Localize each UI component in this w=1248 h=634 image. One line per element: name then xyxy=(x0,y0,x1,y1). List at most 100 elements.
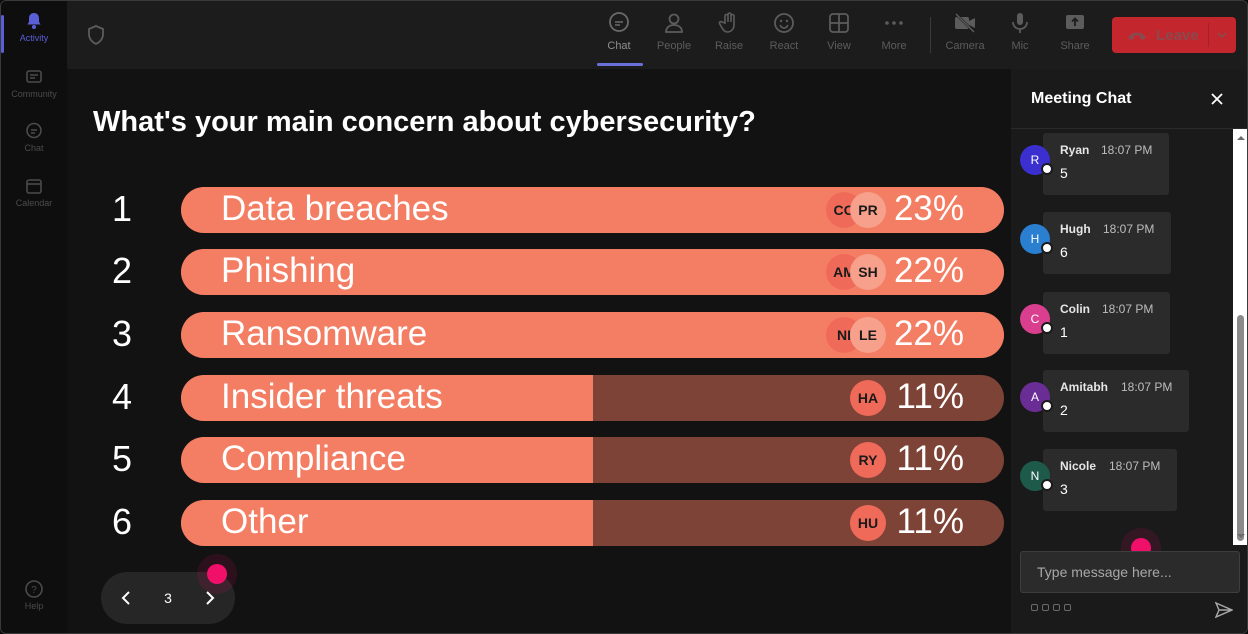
voter-avatars: HA xyxy=(850,380,886,416)
chat-message[interactable]: Amitabh 18:07 PM 2 xyxy=(1043,370,1189,432)
help-icon: ? xyxy=(25,580,43,598)
cursor-indicator xyxy=(207,564,227,584)
voter-avatar: SH xyxy=(850,254,886,290)
rail-item-label: Chat xyxy=(24,143,44,153)
poll-option-number: 1 xyxy=(111,188,133,229)
poll-option-bar[interactable]: Insider threats HA 11% xyxy=(181,375,1004,421)
rail-item-label: Calendar xyxy=(15,198,53,208)
chat-button[interactable]: Chat xyxy=(593,11,645,66)
chat-avatar[interactable]: N xyxy=(1020,461,1053,491)
people-icon xyxy=(665,13,683,33)
microphone-icon xyxy=(1012,13,1028,33)
voter-avatar: LE xyxy=(850,317,886,353)
close-icon[interactable] xyxy=(1209,91,1225,107)
chat-message-input[interactable] xyxy=(1020,551,1240,593)
leave-button-label: Leave xyxy=(1156,26,1199,44)
shield-icon[interactable] xyxy=(87,25,105,45)
poll-bar-fill xyxy=(181,437,593,483)
share-button[interactable]: Share xyxy=(1049,11,1101,61)
avatar-initial: R xyxy=(1030,153,1040,167)
rail-item-label: Help xyxy=(24,601,44,611)
voter-avatars: NI LE xyxy=(826,317,886,353)
poll-option-bar[interactable]: Data breaches CO PR 23% xyxy=(181,187,1004,233)
gif-icon[interactable] xyxy=(1064,604,1071,611)
chevron-left-icon[interactable] xyxy=(119,590,135,606)
message-timestamp: 18:07 PM xyxy=(1102,302,1154,316)
message-text: 2 xyxy=(1060,402,1068,418)
format-toolbar xyxy=(1031,604,1071,611)
poll-option-bar[interactable]: Compliance RY 11% xyxy=(181,437,1004,483)
poll-option-bar[interactable]: Ransomware NI LE 22% xyxy=(181,312,1004,358)
rail-item-help[interactable]: ? Help xyxy=(1,579,67,629)
presence-status-icon xyxy=(1041,479,1053,491)
voter-avatars: RY xyxy=(850,442,886,478)
hang-up-icon xyxy=(1128,32,1146,40)
poll-option-percent: 22% xyxy=(893,314,964,353)
chat-title: Meeting Chat xyxy=(1031,90,1132,107)
message-text: 6 xyxy=(1060,244,1068,260)
message-timestamp: 18:07 PM xyxy=(1101,143,1153,157)
raise-hand-button[interactable]: Raise xyxy=(703,11,755,61)
active-tab-indicator xyxy=(597,63,643,66)
poll-option-percent: 11% xyxy=(896,502,964,541)
chat-avatar[interactable]: R xyxy=(1020,145,1053,175)
rail-item-label: Community xyxy=(11,89,57,99)
chevron-right-icon[interactable] xyxy=(201,590,217,606)
more-button[interactable]: More xyxy=(868,11,920,61)
leave-divider xyxy=(1208,23,1209,47)
chat-message[interactable]: Ryan 18:07 PM 5 xyxy=(1043,133,1169,195)
poll-option-number: 3 xyxy=(111,313,133,354)
chat-message[interactable]: Hugh 18:07 PM 6 xyxy=(1043,212,1171,274)
chat-scrollbar[interactable] xyxy=(1233,129,1247,545)
message-sender: Nicole xyxy=(1060,459,1097,473)
raise-button-label: Raise xyxy=(714,40,744,52)
chevron-down-icon[interactable] xyxy=(1216,29,1228,41)
rail-item-activity[interactable]: Activity xyxy=(1,11,67,61)
chat-avatar[interactable]: H xyxy=(1020,224,1053,254)
poll-option-bar[interactable]: Phishing AM SH 22% xyxy=(181,249,1004,295)
send-icon[interactable] xyxy=(1215,601,1233,619)
poll-option-percent: 11% xyxy=(896,439,964,478)
poll-question: What's your main concern about cybersecu… xyxy=(93,106,756,138)
view-button[interactable]: View xyxy=(813,11,865,61)
rail-item-calendar[interactable]: Calendar xyxy=(1,176,67,226)
smiley-icon xyxy=(774,13,794,33)
poll-option-number: 6 xyxy=(111,501,133,542)
chat-messages[interactable]: Ryan 18:07 PM 5 R Hugh 18:07 PM 6 H Colin 18:07 P… xyxy=(1011,129,1233,545)
poll-option-number: 2 xyxy=(111,250,133,291)
scroll-down-icon[interactable] xyxy=(1236,531,1246,541)
community-icon xyxy=(26,70,42,83)
presence-status-icon xyxy=(1041,242,1053,254)
scroll-up-icon[interactable] xyxy=(1236,133,1246,143)
poll-option-percent: 22% xyxy=(893,251,964,290)
camera-button[interactable]: Camera xyxy=(939,11,991,61)
people-button[interactable]: People xyxy=(648,11,700,61)
mic-button[interactable]: Mic xyxy=(994,11,1046,61)
chat-avatar[interactable]: A xyxy=(1020,382,1053,412)
leave-button[interactable]: Leave xyxy=(1112,17,1236,53)
chat-message[interactable]: Nicole 18:07 PM 3 xyxy=(1043,449,1177,511)
emoji-icon[interactable] xyxy=(1053,604,1060,611)
rail-item-community[interactable]: Community xyxy=(1,67,67,117)
bell-icon xyxy=(27,13,41,29)
chat-avatar[interactable]: C xyxy=(1020,304,1053,334)
poll-option-bar[interactable]: Other HU 11% xyxy=(181,500,1004,546)
poll-option-percent: 23% xyxy=(893,189,964,228)
chat-icon xyxy=(609,12,629,32)
rail-item-chat[interactable]: Chat xyxy=(1,121,67,171)
message-text: 3 xyxy=(1060,481,1068,497)
message-timestamp: 18:07 PM xyxy=(1121,380,1173,394)
mic-button-label: Mic xyxy=(1011,40,1029,52)
view-button-label: View xyxy=(827,40,851,52)
attach-icon[interactable] xyxy=(1042,604,1049,611)
chat-bubble-icon xyxy=(26,122,42,139)
chat-message[interactable]: Colin 18:07 PM 1 xyxy=(1043,292,1170,354)
react-button[interactable]: React xyxy=(758,11,810,61)
avatar-initial: C xyxy=(1030,312,1040,326)
rail-item-label: Activity xyxy=(19,33,49,43)
message-sender: Colin xyxy=(1060,302,1090,316)
calendar-icon xyxy=(26,179,42,194)
scroll-thumb[interactable] xyxy=(1237,315,1244,541)
format-icon[interactable] xyxy=(1031,604,1038,611)
